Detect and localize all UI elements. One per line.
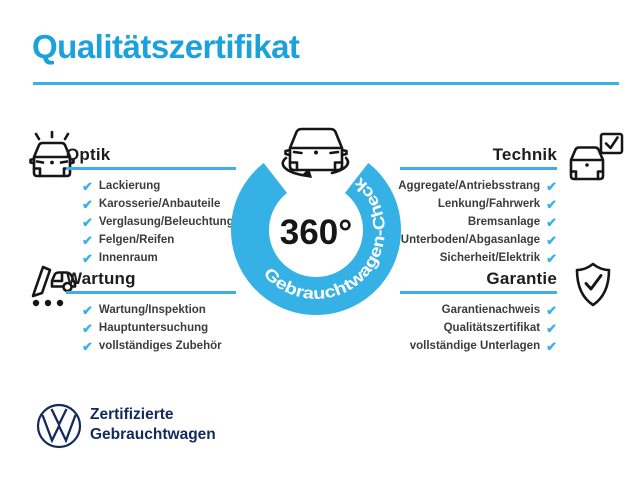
list-item-label: Bremsanlage bbox=[467, 216, 541, 228]
check-icon: ✔ bbox=[546, 232, 557, 248]
section-title-wartung: Wartung bbox=[66, 269, 136, 288]
check-icon: ✔ bbox=[546, 338, 557, 354]
check-icon: ✔ bbox=[546, 250, 557, 266]
wartung-list: ✔ Wartung/Inspektion ✔ Hauptuntersuchung… bbox=[82, 301, 222, 355]
section-title-technik: Technik bbox=[492, 145, 557, 164]
list-item-label: Lackierung bbox=[98, 180, 161, 192]
footer-brand-text: Zertifizierte Gebrauchtwagen bbox=[90, 405, 216, 445]
list-item: ✔ Unterboden/Abgasanlage bbox=[401, 231, 557, 249]
garantie-divider bbox=[400, 291, 557, 294]
optik-divider bbox=[66, 167, 236, 170]
page-title: Qualitätszertifikat bbox=[32, 28, 300, 65]
check-icon: ✔ bbox=[82, 178, 93, 194]
footer-brand-line1: Zertifizierte bbox=[90, 406, 174, 423]
list-item: ✔ Felgen/Reifen bbox=[82, 231, 234, 249]
technik-list: ✔ Aggregate/Antriebsstrang ✔ Lenkung/Fah… bbox=[398, 177, 557, 267]
check-icon: ✔ bbox=[546, 302, 557, 318]
badge-degrees: 360° bbox=[280, 213, 352, 252]
title-divider bbox=[33, 82, 619, 85]
list-item-label: Verglasung/Beleuchtung bbox=[98, 216, 234, 228]
check-icon: ✔ bbox=[82, 320, 93, 336]
car-check-icon bbox=[569, 132, 624, 181]
check-icon: ✔ bbox=[82, 196, 93, 212]
list-item: ✔ Verglasung/Beleuchtung bbox=[82, 213, 234, 231]
list-item: ✔ Karosserie/Anbauteile bbox=[82, 195, 234, 213]
list-item: ✔ Aggregate/Antriebsstrang bbox=[398, 177, 557, 195]
optik-list: ✔ Lackierung ✔ Karosserie/Anbauteile ✔ V… bbox=[82, 177, 234, 267]
list-item: ✔ Wartung/Inspektion bbox=[82, 301, 222, 319]
list-item-label: Aggregate/Antriebsstrang bbox=[398, 180, 541, 192]
list-item-label: Garantienachweis bbox=[441, 304, 541, 316]
list-item: ✔ Qualitätszertifikat bbox=[444, 319, 557, 337]
list-item: ✔ Hauptuntersuchung bbox=[82, 319, 222, 337]
list-item-label: Karosserie/Anbauteile bbox=[98, 198, 221, 210]
check-icon: ✔ bbox=[82, 214, 93, 230]
check-icon: ✔ bbox=[546, 178, 557, 194]
rotating-car-icon bbox=[281, 127, 350, 178]
check-icon: ✔ bbox=[82, 302, 93, 318]
section-title-garantie: Garantie bbox=[486, 269, 557, 288]
check-icon: ✔ bbox=[82, 232, 93, 248]
check-icon: ✔ bbox=[82, 338, 93, 354]
list-item: ✔ Sicherheit/Elektrik bbox=[440, 249, 557, 267]
garantie-list: ✔ Garantienachweis ✔ Qualitätszertifikat… bbox=[410, 301, 557, 355]
check-icon: ✔ bbox=[546, 214, 557, 230]
technik-divider bbox=[400, 167, 557, 170]
list-item-label: vollständige Unterlagen bbox=[409, 340, 541, 352]
list-item: ✔ vollständige Unterlagen bbox=[410, 337, 557, 355]
shield-check-icon bbox=[575, 262, 611, 307]
check-icon: ✔ bbox=[546, 320, 557, 336]
badge-ring bbox=[231, 163, 401, 315]
360-check-badge: Gebrauchtwagen-Check 360° bbox=[231, 127, 401, 315]
list-item-label: Felgen/Reifen bbox=[98, 234, 175, 246]
wartung-divider bbox=[66, 291, 236, 294]
list-item: ✔ vollständiges Zubehör bbox=[82, 337, 222, 355]
list-item: ✔ Lackierung bbox=[82, 177, 234, 195]
list-item-label: Sicherheit/Elektrik bbox=[439, 252, 541, 264]
check-icon: ✔ bbox=[546, 196, 557, 212]
list-item-label: Wartung/Inspektion bbox=[98, 304, 206, 316]
list-item-label: Lenkung/Fahrwerk bbox=[437, 198, 541, 210]
section-title-optik: Optik bbox=[66, 145, 111, 164]
list-item-label: Hauptuntersuchung bbox=[98, 322, 209, 334]
list-item: ✔ Bremsanlage bbox=[468, 213, 557, 231]
list-item-label: vollständiges Zubehör bbox=[98, 340, 222, 352]
list-item: ✔ Lenkung/Fahrwerk bbox=[438, 195, 557, 213]
list-item-label: Unterboden/Abgasanlage bbox=[400, 234, 541, 246]
check-icon: ✔ bbox=[82, 250, 93, 266]
list-item: ✔ Garantienachweis bbox=[442, 301, 557, 319]
list-item: ✔ Innenraum bbox=[82, 249, 234, 267]
vw-logo bbox=[36, 403, 82, 449]
list-item-label: Innenraum bbox=[98, 252, 158, 264]
footer-brand-line2: Gebrauchtwagen bbox=[90, 426, 216, 443]
list-item-label: Qualitätszertifikat bbox=[443, 322, 541, 334]
